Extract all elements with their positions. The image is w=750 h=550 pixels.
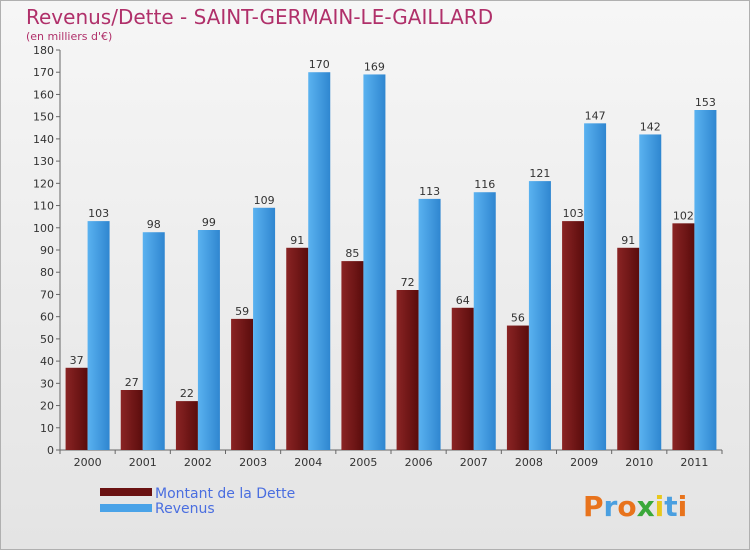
axes: 0 10 20 30 40 50 60 70 80 90 100 110 120 130 140 150 160… bbox=[33, 44, 723, 469]
y-tick-label: 120 bbox=[33, 177, 54, 190]
value-label-debt: 91 bbox=[290, 234, 304, 247]
value-label-revenue: 116 bbox=[474, 178, 495, 191]
x-tick-label: 2005 bbox=[349, 456, 377, 469]
value-label-revenue: 147 bbox=[585, 109, 606, 122]
value-label-revenue: 99 bbox=[202, 216, 216, 229]
logo-letter: r bbox=[604, 490, 618, 523]
value-label-revenue: 121 bbox=[529, 167, 550, 180]
bar-debt bbox=[231, 318, 254, 450]
legend-label-debt: Montant de la Dette bbox=[155, 486, 295, 502]
y-tick-label: 130 bbox=[33, 155, 54, 168]
value-label-revenue: 153 bbox=[695, 96, 716, 109]
value-label-debt: 72 bbox=[401, 276, 415, 289]
x-tick-label: 2008 bbox=[515, 456, 543, 469]
y-tick-label: 140 bbox=[33, 133, 54, 146]
bar-debt bbox=[175, 401, 198, 450]
y-tick-label: 160 bbox=[33, 88, 54, 101]
y-tick-label: 50 bbox=[40, 333, 54, 346]
logo-letter: x bbox=[637, 490, 655, 523]
y-tick-label: 180 bbox=[33, 44, 54, 57]
logo-letter: o bbox=[617, 490, 636, 523]
x-tick-label: 2001 bbox=[129, 456, 157, 469]
value-label-revenue: 103 bbox=[88, 207, 109, 220]
chart-subtitle: (en milliers d'€) bbox=[26, 30, 112, 43]
bar-debt bbox=[120, 390, 143, 450]
legend: Montant de la Dette Revenus bbox=[100, 486, 295, 517]
y-tick-label: 90 bbox=[40, 244, 54, 257]
bar-revenue bbox=[142, 232, 165, 450]
bar-revenue bbox=[363, 74, 386, 450]
value-label-debt: 85 bbox=[345, 247, 359, 260]
bar-debt bbox=[65, 367, 88, 450]
y-tick-label: 0 bbox=[47, 444, 54, 457]
value-label-revenue: 142 bbox=[640, 120, 661, 133]
bar-revenue bbox=[308, 72, 331, 450]
x-tick-label: 2003 bbox=[239, 456, 267, 469]
legend-swatch-revenue bbox=[100, 504, 152, 512]
value-label-debt: 22 bbox=[180, 387, 194, 400]
y-tick-label: 10 bbox=[40, 422, 54, 435]
value-label-revenue: 109 bbox=[254, 194, 275, 207]
proxiti-logo: Proxiti bbox=[583, 490, 687, 523]
x-tick-label: 2007 bbox=[460, 456, 488, 469]
y-tick-label: 20 bbox=[40, 400, 54, 413]
chart-title: Revenus/Dette - SAINT-GERMAIN-LE-GAILLAR… bbox=[26, 5, 493, 29]
y-tick-label: 70 bbox=[40, 288, 54, 301]
bar-debt bbox=[286, 247, 309, 450]
y-tick-label: 110 bbox=[33, 200, 54, 213]
bar-debt bbox=[672, 223, 695, 450]
y-tick-label: 60 bbox=[40, 311, 54, 324]
bar-debt bbox=[506, 325, 529, 450]
bar-revenue bbox=[473, 192, 496, 450]
x-tick-label: 2004 bbox=[294, 456, 322, 469]
x-tick-label: 2006 bbox=[405, 456, 433, 469]
bar-debt bbox=[341, 261, 364, 450]
y-tick-label: 100 bbox=[33, 222, 54, 235]
legend-label-revenue: Revenus bbox=[155, 501, 215, 517]
logo-letter: i bbox=[655, 490, 665, 523]
x-tick-label: 2002 bbox=[184, 456, 212, 469]
bar-debt bbox=[617, 247, 640, 450]
value-label-debt: 91 bbox=[621, 234, 635, 247]
logo-letter: P bbox=[583, 490, 604, 523]
bar-debt bbox=[396, 290, 419, 450]
value-label-revenue: 169 bbox=[364, 60, 385, 73]
bar-revenue bbox=[197, 230, 220, 450]
x-tick-label: 2009 bbox=[570, 456, 598, 469]
bar-revenue bbox=[694, 110, 717, 450]
bar-debt bbox=[451, 307, 474, 450]
bar-debt bbox=[562, 221, 585, 450]
value-label-debt: 102 bbox=[673, 209, 694, 222]
value-label-debt: 59 bbox=[235, 305, 249, 318]
legend-swatch-debt bbox=[100, 488, 152, 496]
y-tick-label: 30 bbox=[40, 377, 54, 390]
x-tick-label: 2000 bbox=[74, 456, 102, 469]
bar-revenue bbox=[584, 123, 607, 450]
value-labels: 37 103 27 98 22 99 59 109 91 170 85 169 72 113 64 116 56… bbox=[70, 58, 716, 400]
value-label-revenue: 113 bbox=[419, 185, 440, 198]
value-label-debt: 27 bbox=[125, 376, 139, 389]
y-tick-label: 150 bbox=[33, 111, 54, 124]
value-label-revenue: 170 bbox=[309, 58, 330, 71]
x-tick-label: 2011 bbox=[680, 456, 708, 469]
y-tick-label: 170 bbox=[33, 66, 54, 79]
value-label-debt: 64 bbox=[456, 294, 470, 307]
bar-revenue bbox=[418, 198, 441, 450]
y-tick-label: 80 bbox=[40, 266, 54, 279]
x-tick-label: 2010 bbox=[625, 456, 653, 469]
bar-revenue bbox=[528, 181, 551, 450]
logo-letter: t bbox=[664, 490, 677, 523]
value-label-debt: 37 bbox=[70, 354, 84, 367]
value-label-revenue: 98 bbox=[147, 218, 161, 231]
value-label-debt: 103 bbox=[563, 207, 584, 220]
bar-revenue bbox=[253, 207, 276, 450]
logo-letter: i bbox=[678, 490, 688, 523]
y-tick-label: 40 bbox=[40, 355, 54, 368]
bars bbox=[65, 72, 717, 450]
value-label-debt: 56 bbox=[511, 312, 525, 325]
bar-revenue bbox=[87, 221, 110, 450]
bar-revenue bbox=[639, 134, 662, 450]
